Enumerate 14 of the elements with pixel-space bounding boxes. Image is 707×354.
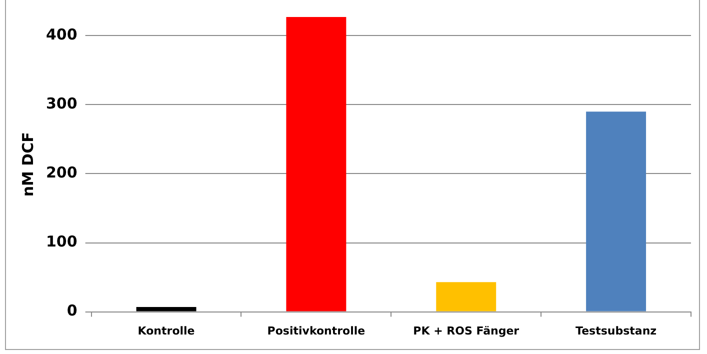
x-tick-label: Positivkontrolle	[267, 324, 366, 338]
y-axis-title: nM DCF	[18, 132, 37, 197]
bar	[436, 282, 496, 312]
y-tick-label: 200	[46, 164, 78, 182]
x-tick-label: PK + ROS Fänger	[413, 324, 520, 338]
x-tick-label: Testsubstanz	[576, 324, 657, 338]
bar	[286, 17, 346, 312]
y-tick-label: 400	[46, 26, 78, 44]
y-tick-label: 300	[46, 94, 78, 113]
bar	[136, 306, 196, 312]
bar	[586, 112, 646, 312]
y-tick-label: 0	[66, 302, 78, 320]
x-tick-label: Kontrolle	[138, 324, 195, 338]
y-tick-label: 100	[46, 232, 78, 251]
